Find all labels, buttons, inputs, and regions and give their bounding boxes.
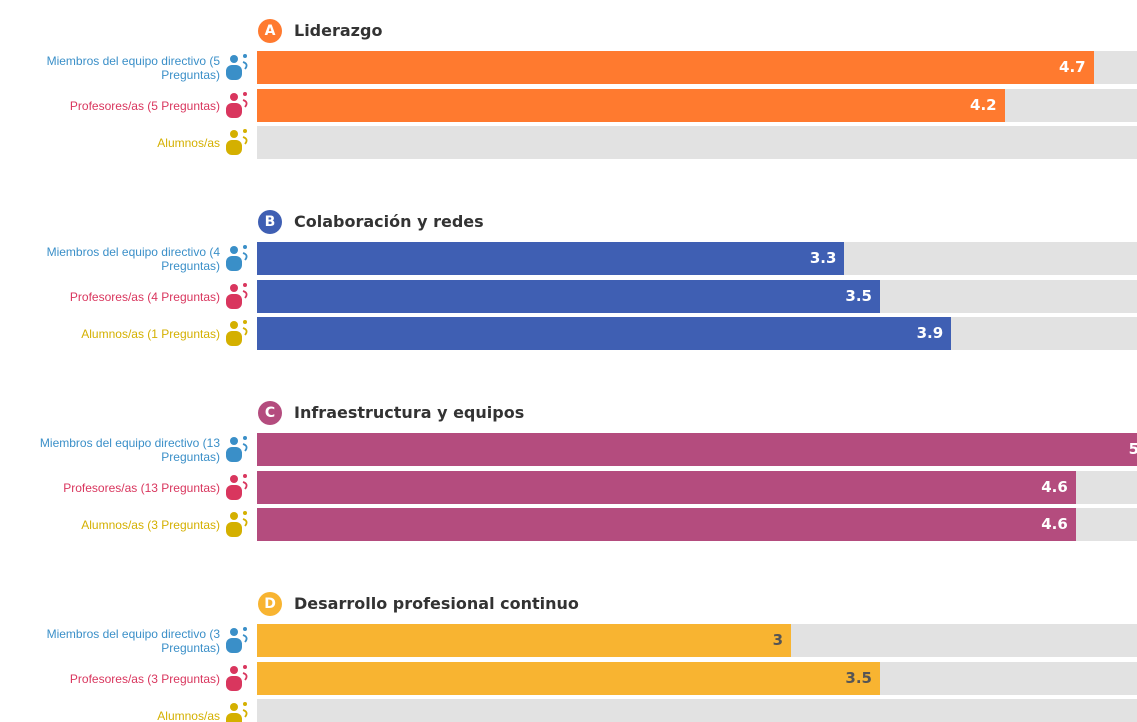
category-label: Miembros del equipo directivo (5 Pregunt… [2,53,220,83]
section-title: Desarrollo profesional continuo [294,594,579,613]
section-badge: D [258,592,282,616]
bar [257,508,1076,542]
value-label: 3.3 [809,249,837,267]
value-label: 3.5 [845,668,872,687]
category-text: Miembros del equipo directivo (4 Pregunt… [46,245,220,273]
bar [257,624,791,657]
bar [257,279,880,313]
category-label: Profesores/as (4 Preguntas) [2,282,220,312]
category-label: Profesores/as (13 Preguntas) [2,473,220,503]
category-label: Alumnos/as [2,701,220,722]
bar [257,470,1076,504]
person-icon [226,702,248,722]
category-label: Alumnos/as (3 Preguntas) [2,510,220,540]
category-label: Profesores/as (5 Preguntas) [2,91,220,121]
category-text: Alumnos/as [157,709,220,722]
category-label: Miembros del equipo directivo (3 Pregunt… [2,626,220,656]
bar-track [257,126,1137,160]
category-label: Alumnos/as (1 Preguntas) [2,319,220,349]
value-label: 4.6 [1041,515,1068,534]
category-text: Profesores/as (3 Preguntas) [69,671,220,686]
category-text: Miembros del equipo directivo (5 Pregunt… [46,54,220,82]
person-icon [226,91,248,118]
category-label: Profesores/as (3 Preguntas) [2,664,220,694]
category-text: Miembros del equipo directivo (13 Pregun… [39,436,220,464]
person-icon [226,436,248,462]
person-icon [226,473,248,500]
section-title: Liderazgo [294,21,383,40]
section-title: Infraestructura y equipos [294,403,525,422]
bar-track [257,699,1137,722]
category-label: Miembros del equipo directivo (4 Pregunt… [2,244,220,274]
person-icon [226,129,248,156]
category-label: Miembros del equipo directivo (13 Pregun… [2,435,220,465]
category-text: Profesores/as (4 Preguntas) [69,289,220,304]
section-title: Colaboración y redes [294,212,484,231]
section-badge: B [258,210,282,234]
category-text: Profesores/as (5 Preguntas) [69,98,220,113]
value-label: 3 [772,631,783,649]
bar [257,433,1137,466]
person-icon [226,320,248,347]
value-label: 4.6 [1041,477,1068,496]
value-label: 4.7 [1059,58,1086,76]
section-badge: A [258,19,282,43]
category-text: Alumnos/as [157,136,220,151]
category-text: Alumnos/as (1 Preguntas) [81,327,220,342]
person-icon [226,627,248,653]
category-label: Alumnos/as [2,128,220,158]
value-label: 5 [1128,440,1137,458]
category-text: Miembros del equipo directivo (3 Pregunt… [46,627,220,655]
bar [257,317,952,351]
section-badge: C [258,401,282,425]
person-icon [226,664,248,691]
value-label: 4.2 [970,95,997,114]
person-icon [226,54,248,80]
bar [257,242,845,275]
category-text: Profesores/as (13 Preguntas) [63,480,220,495]
person-icon [226,282,248,309]
bar [257,661,880,695]
bar [257,88,1005,122]
person-icon [226,245,248,271]
category-text: Alumnos/as (3 Preguntas) [81,518,220,533]
bar [257,51,1094,84]
person-icon [226,511,248,538]
value-label: 3.5 [845,286,872,305]
value-label: 3.9 [916,324,944,343]
